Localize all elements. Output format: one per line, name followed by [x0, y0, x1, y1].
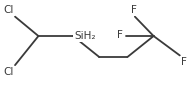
Text: F: F	[131, 5, 137, 15]
Text: F: F	[181, 57, 187, 67]
Text: SiH₂: SiH₂	[74, 31, 96, 41]
Text: F: F	[117, 30, 123, 40]
Text: Cl: Cl	[4, 67, 14, 77]
Text: Cl: Cl	[4, 5, 14, 15]
